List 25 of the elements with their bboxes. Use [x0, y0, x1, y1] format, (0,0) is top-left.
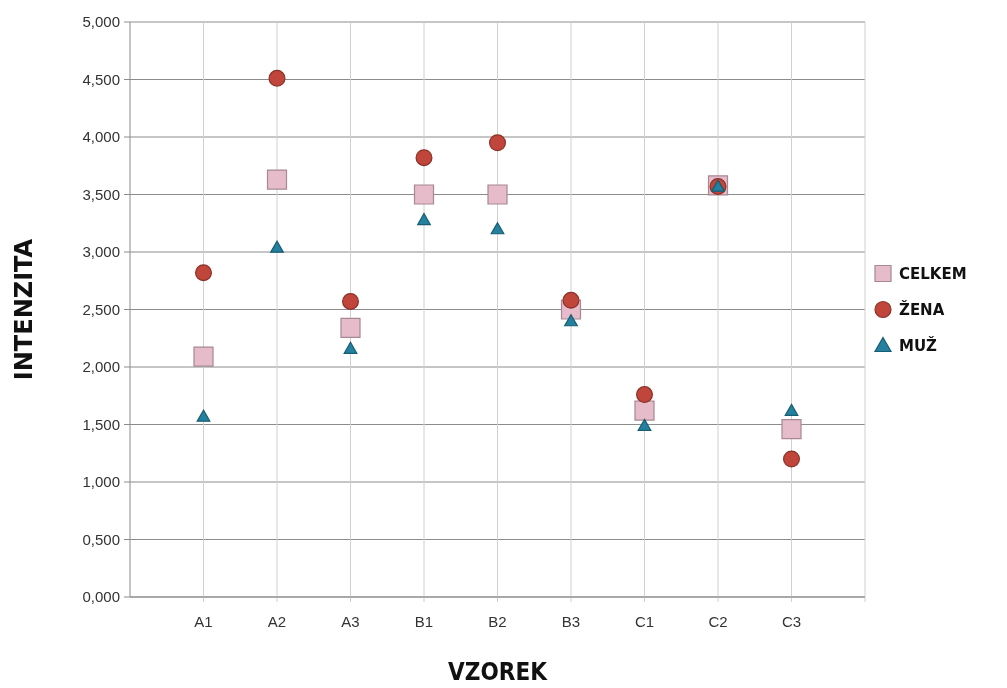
- legend-label: CELKEM: [899, 264, 967, 283]
- x-axis-title: VZOREK: [448, 658, 549, 686]
- y-axis-title: INTENZITA: [10, 238, 38, 381]
- y-tick-label: 2,500: [82, 300, 120, 318]
- y-tick-label: 3,000: [82, 243, 120, 261]
- legend-label: MUŽ: [899, 335, 938, 355]
- y-tick-label: 3,500: [82, 185, 120, 203]
- x-tick-label: B2: [488, 613, 507, 630]
- x-tick-label: B1: [414, 613, 434, 630]
- y-tick-label: 0,000: [82, 588, 120, 606]
- x-tick-label: C2: [708, 613, 728, 630]
- legend-label: ŽENA: [899, 299, 945, 319]
- y-tick-label: 1,000: [82, 473, 120, 491]
- y-tick-label: 0,500: [82, 530, 120, 548]
- y-tick-label: 4,500: [82, 70, 120, 88]
- x-tick-label: A1: [194, 613, 213, 630]
- x-tick-label: B3: [561, 613, 581, 630]
- x-tick-label: C1: [634, 613, 655, 630]
- y-tick-label: 1,500: [82, 415, 120, 433]
- y-tick-label: 5,000: [82, 13, 120, 31]
- x-tick-label: C3: [781, 613, 802, 630]
- y-tick-label: 4,000: [82, 128, 120, 146]
- y-tick-label: 2,000: [82, 358, 120, 376]
- x-tick-label: A2: [267, 613, 287, 630]
- x-tick-label: A3: [341, 613, 360, 630]
